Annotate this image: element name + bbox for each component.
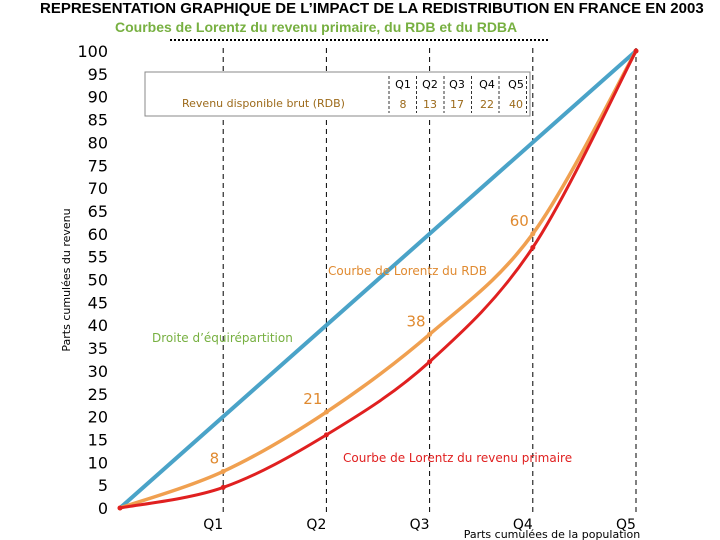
rdb-table-header: Q1 (395, 78, 411, 91)
x-tick-label: Q4 (513, 517, 533, 533)
y-axis-label: Parts cumulées du revenu (60, 208, 73, 351)
rdb-curve-annotation: Courbe de Lorentz du RDB (328, 264, 487, 278)
y-tick-label: 30 (88, 362, 108, 381)
rdb-data-label: 21 (303, 390, 322, 408)
equality-line-annotation: Droite d’équirépartition (152, 331, 293, 345)
x-axis-label: Parts cumulées de la population (464, 528, 641, 540)
y-tick-label: 0 (98, 499, 108, 518)
y-tick-label: 55 (88, 248, 108, 267)
rdb-table-header: Q2 (422, 78, 438, 91)
rdb-table-value: 13 (423, 98, 437, 111)
rdb-data-label: 38 (407, 312, 426, 330)
primary-point (427, 359, 433, 365)
rdb-table-value: 22 (480, 98, 494, 111)
rdb-table-value: 8 (400, 98, 407, 111)
y-tick-label: 100 (77, 42, 108, 61)
rdb-point (427, 331, 433, 337)
primary-point (220, 484, 226, 490)
rdb-table: Revenu disponible brut (RDB) Q1 8 Q2 13 Q3 17… (144, 71, 531, 117)
x-tick-label: Q2 (306, 517, 326, 533)
y-tick-label: 60 (88, 225, 108, 244)
y-tick-label: 40 (88, 316, 108, 335)
y-tick-label: 45 (88, 293, 108, 312)
rdb-table-frame (144, 71, 531, 117)
rdb-point (220, 468, 226, 474)
primary-point (117, 505, 123, 511)
y-tick-label: 85 (88, 111, 108, 130)
y-tick-label: 25 (88, 385, 108, 404)
x-tick-label: Q3 (410, 517, 430, 533)
data-labels: 8 21 38 60 (210, 212, 529, 468)
y-tick-label: 75 (88, 156, 108, 175)
chart-subtitle: Courbes de Lorentz du revenu primaire, d… (115, 19, 517, 35)
rdb-point (323, 409, 329, 415)
rdb-table-header: Q3 (449, 78, 465, 91)
primary-point (633, 48, 639, 54)
rdb-table-value: 40 (509, 98, 523, 111)
equality-line (118, 49, 638, 510)
primary-point (323, 432, 329, 438)
y-tick-label: 15 (88, 430, 108, 449)
rdb-table-row-label: Revenu disponible brut (RDB) (182, 97, 345, 110)
y-tick-label: 80 (88, 133, 108, 152)
rdb-table-header: Q4 (479, 78, 495, 91)
y-tick-label: 5 (98, 476, 108, 495)
grid-lines (222, 48, 637, 512)
rdb-point (530, 231, 536, 237)
rdb-table-header: Q5 (508, 78, 524, 91)
axis-ticks: 0 5 10 15 20 25 30 35 40 45 50 55 60 65 70 75 80 85 90 95 10… (77, 42, 636, 533)
y-tick-label: 20 (88, 408, 108, 427)
rdb-table-value: 17 (450, 98, 464, 111)
chart-title: REPRESENTATION GRAPHIQUE DE L’IMPACT DE … (40, 0, 704, 17)
y-tick-label: 70 (88, 179, 108, 198)
primary-curve-annotation: Courbe de Lorentz du revenu primaire (343, 451, 572, 465)
y-tick-label: 65 (88, 202, 108, 221)
rdb-table-cells: Q1 8 Q2 13 Q3 17 Q4 22 Q5 40 (388, 76, 527, 113)
series-lines (117, 48, 639, 511)
y-tick-label: 50 (88, 271, 108, 290)
y-tick-label: 10 (88, 453, 108, 472)
primary-point (530, 245, 536, 251)
rdb-data-label: 8 (210, 449, 220, 467)
x-tick-label: Q5 (616, 517, 636, 533)
y-tick-label: 90 (88, 88, 108, 107)
rdb-data-label: 60 (510, 212, 529, 230)
y-tick-label: 35 (88, 339, 108, 358)
x-tick-label: Q1 (203, 517, 223, 533)
y-tick-label: 95 (88, 65, 108, 84)
